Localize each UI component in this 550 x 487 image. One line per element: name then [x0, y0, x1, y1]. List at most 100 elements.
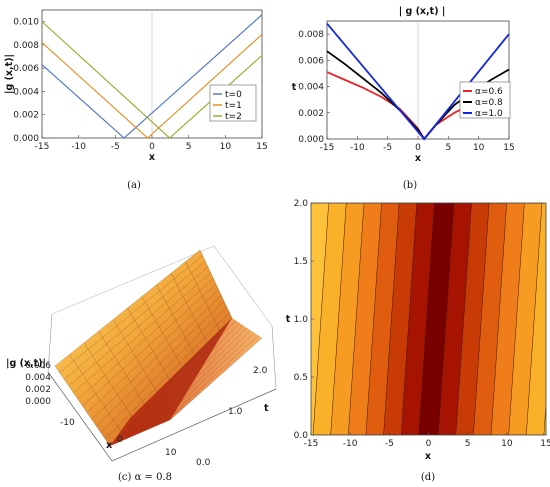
y-tick-label: 0.010 — [13, 18, 39, 28]
z-axis-label-c: |g (x,t)| — [6, 358, 46, 369]
mesh-line — [139, 327, 248, 434]
y-tick-label: 2.0 — [294, 199, 309, 209]
x-ticks-d: -15 -10 -5 0 5 10 15 — [304, 432, 550, 449]
legend-label-α=0.6: α=0.6 — [475, 87, 503, 97]
series-line-t=0 — [41, 14, 263, 139]
x-tick-label: -10 — [343, 439, 358, 449]
x-tick-label: 15 — [256, 142, 267, 152]
y-ticks-c: 0.0 1.0 2.0 — [196, 366, 268, 468]
mesh-line — [68, 266, 209, 387]
x-tick-label: 5 — [465, 439, 471, 449]
caption-d: (d) — [421, 472, 435, 483]
x-axis-label-a: x — [149, 152, 155, 163]
mesh-line — [100, 306, 227, 433]
x-tick-label: 10 — [501, 439, 513, 449]
y-tick-label: 0.004 — [13, 87, 39, 97]
mesh-line — [154, 332, 255, 427]
y-tick-label: 1.0 — [294, 315, 309, 325]
mesh-line — [54, 249, 201, 367]
series-line-α=1.0 — [326, 23, 510, 141]
caption-c: (c) α = 0.8 — [118, 472, 172, 483]
y-axis-label-d: t — [286, 314, 291, 325]
series-lines-a — [41, 14, 263, 139]
y-tick-label: 1.5 — [294, 257, 308, 267]
mesh-line — [91, 295, 222, 420]
x-axis-label-d: x — [425, 451, 431, 462]
legend-a: t=0t=1t=2 — [209, 84, 257, 122]
y-tick-label: 0.006 — [298, 56, 324, 66]
y-tick-label: 0.0 — [294, 431, 309, 441]
x-tick-label: -10 — [60, 418, 75, 428]
x-tick-label: -15 — [320, 143, 335, 153]
x-ticks-c: -10 0 10 — [60, 418, 177, 458]
contour-band — [418, 203, 455, 435]
mesh-line — [169, 337, 263, 421]
box-edge-front-c — [47, 371, 277, 462]
y-axis-label-c: t — [264, 403, 269, 414]
mesh-line — [86, 289, 219, 413]
mesh-line — [64, 261, 206, 380]
x-tick-label: 10 — [220, 142, 232, 152]
series-line-t=2 — [41, 21, 263, 139]
x-tick-label: 10 — [473, 143, 485, 153]
x-tick-label: 15 — [503, 143, 514, 153]
mesh-line — [105, 312, 230, 440]
y-tick-label: 0.002 — [298, 109, 324, 119]
x-ticks-a: -15 -10 -5 0 5 10 15 — [35, 135, 268, 152]
contour-bands-d — [311, 203, 546, 435]
x-tick-label: -15 — [35, 142, 50, 152]
x-tick-label: -5 — [383, 143, 392, 153]
caption-b: (b) — [403, 180, 417, 191]
panel-a-line-chart: -15 -10 -5 0 5 10 15 0.000 0.002 0.004 0.006 0.008… — [4, 9, 268, 191]
x-tick-label: 5 — [445, 143, 451, 153]
x-tick-label: 10 — [165, 448, 177, 458]
y-tick-label: 0.004 — [298, 83, 324, 93]
mesh-line — [132, 325, 244, 437]
mesh-line — [109, 317, 233, 447]
x-tick-label: 15 — [540, 439, 550, 449]
y-tick-label: 0.008 — [298, 30, 324, 40]
x-tick-label: -15 — [304, 439, 319, 449]
mesh-line — [77, 278, 214, 400]
y-tick-label: 2.0 — [253, 366, 268, 376]
y-tick-label: 0.0 — [196, 458, 211, 468]
y-tick-label: 0.006 — [13, 64, 39, 74]
panel-b-line-chart: | g (x,t) | -15 -10 -5 0 5 10 15 0.0000.0020.0… — [292, 6, 515, 191]
mesh-line — [147, 330, 251, 430]
box-edge-top-c — [51, 245, 273, 327]
z-tick-label: 0.002 — [25, 385, 51, 395]
y-tick-label: 0.000 — [13, 134, 39, 144]
legend-label-α=1.0: α=1.0 — [475, 109, 503, 119]
x-axis-label-c: x — [106, 440, 112, 451]
surface-left-face-c — [55, 250, 232, 446]
legend-b: α=0.6α=0.8α=1.0 — [459, 81, 511, 119]
legend-label-t=2: t=2 — [225, 112, 242, 122]
series-line-t=1 — [41, 33, 263, 139]
mesh-line — [117, 320, 236, 443]
mesh-line — [96, 300, 225, 427]
mesh-line — [82, 283, 217, 407]
x-tick-label: -5 — [111, 142, 120, 152]
x-tick-label: -10 — [350, 143, 365, 153]
surface-mesh-c — [54, 249, 263, 447]
y-axis-label-a: |g (x,t)| — [4, 54, 15, 94]
mesh-line — [73, 272, 211, 393]
y-ticks-a: 0.000 0.002 0.004 0.006 0.008 0.010 — [13, 18, 45, 144]
x-axis-label-b: x — [415, 153, 421, 164]
y-tick-label: 0.5 — [294, 373, 308, 383]
y-axis-label-b: t — [292, 82, 297, 93]
x-tick-label: -10 — [71, 142, 86, 152]
caption-a: (a) — [127, 180, 141, 191]
x-tick-label: 0 — [426, 439, 432, 449]
x-ticks-b: -15 -10 -5 0 5 10 15 — [320, 136, 515, 153]
panel-c-surface-plot: 0.000 0.002 0.004 0.006 -10 0 10 0.0 1.0 2.0 |g… — [6, 245, 277, 483]
x-tick-label: 5 — [186, 142, 192, 152]
z-tick-label: 0.000 — [25, 397, 51, 407]
legend-label-t=1: t=1 — [225, 101, 242, 111]
panel-d-contour-plot: -15 -10 -5 0 5 10 15 0.0 0.5 1.0 1.5 2.0 x t (d) — [286, 199, 550, 483]
y-ticks-b: 0.000 0.002 0.004 0.006 0.008 — [298, 30, 330, 145]
y-tick-label: 0.000 — [298, 135, 324, 145]
x-tick-label: -5 — [385, 439, 394, 449]
x-tick-label: 0 — [415, 143, 421, 153]
legend-label-t=0: t=0 — [225, 90, 242, 100]
